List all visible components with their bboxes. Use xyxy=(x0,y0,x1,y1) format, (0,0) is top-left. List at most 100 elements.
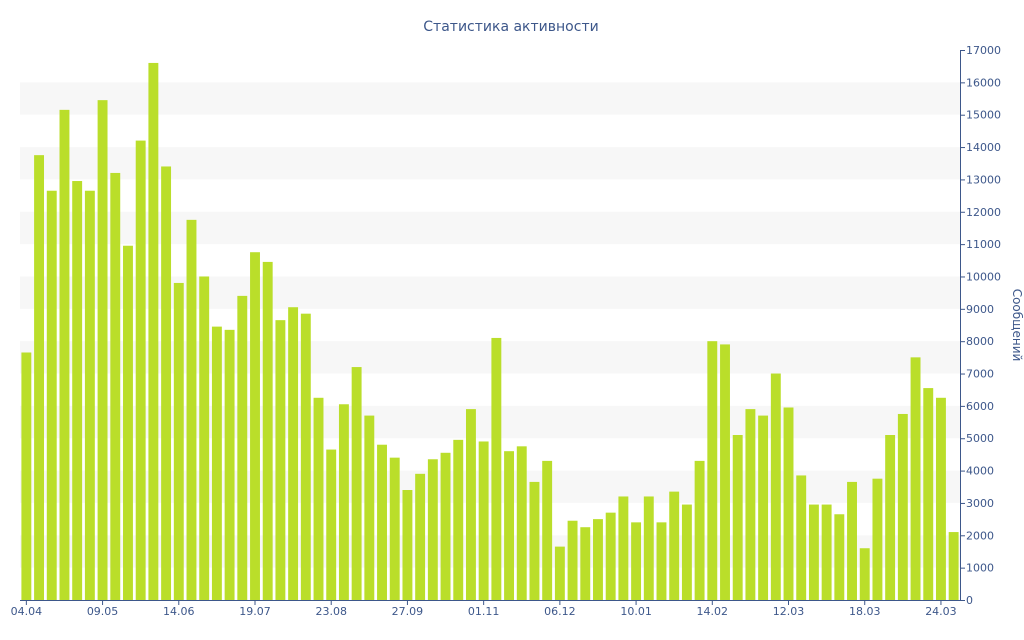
bar xyxy=(631,522,642,600)
chart-title: Статистика активности xyxy=(423,19,598,35)
bar xyxy=(707,341,718,600)
y-tick-label: 0 xyxy=(966,594,973,607)
y-tick-label: 2000 xyxy=(966,529,994,542)
bar xyxy=(224,329,235,600)
y-tick-label: 16000 xyxy=(966,76,1001,89)
x-tick-label: 14.06 xyxy=(163,605,195,618)
bar xyxy=(123,245,133,601)
x-tick-label: 09.05 xyxy=(87,605,119,618)
bar-series xyxy=(21,62,959,601)
bar xyxy=(529,481,540,600)
y-tick-label: 9000 xyxy=(966,303,994,316)
x-tick-label: 18.03 xyxy=(849,605,881,618)
bar xyxy=(338,404,349,600)
y-tick-label: 17000 xyxy=(966,44,1001,57)
bar xyxy=(834,514,845,600)
bar xyxy=(59,109,70,600)
grid-band xyxy=(20,535,960,568)
bar xyxy=(923,388,934,600)
bar xyxy=(593,519,603,600)
bar xyxy=(478,441,489,600)
bar xyxy=(897,413,908,600)
y-tick-label: 10000 xyxy=(966,270,1001,283)
grid-band xyxy=(20,82,960,115)
bar xyxy=(377,444,387,600)
y-tick-label: 7000 xyxy=(966,368,994,381)
bar xyxy=(465,409,476,600)
bar xyxy=(847,481,857,600)
grid-band xyxy=(20,470,960,503)
y-axis-ticks: 0 1000 2000 3000 4000 5000 6000 7000 8000 9000 100… xyxy=(960,44,1001,607)
y-tick-label: 3000 xyxy=(966,497,994,510)
bar xyxy=(351,367,362,600)
bar xyxy=(745,409,756,600)
bar xyxy=(821,504,832,600)
bar xyxy=(21,352,32,600)
grid-band xyxy=(20,341,960,374)
bar xyxy=(948,532,959,600)
bar xyxy=(681,504,692,600)
bar xyxy=(643,496,654,600)
bar xyxy=(542,460,553,600)
bar xyxy=(389,457,400,600)
x-tick-label: 10.01 xyxy=(620,605,652,618)
bar xyxy=(46,190,57,601)
y-tick-label: 11000 xyxy=(966,238,1001,251)
bar xyxy=(504,451,515,600)
y-tick-label: 14000 xyxy=(966,141,1001,154)
bar xyxy=(135,140,146,600)
bar xyxy=(415,473,426,600)
bar xyxy=(199,276,210,600)
bar xyxy=(796,475,807,600)
bar xyxy=(656,522,667,600)
bar xyxy=(72,181,83,600)
bar xyxy=(808,504,819,600)
bar xyxy=(491,337,502,600)
bar xyxy=(97,100,108,601)
bar xyxy=(237,295,248,600)
y-tick-label: 1000 xyxy=(966,562,994,575)
y-tick-label: 4000 xyxy=(966,465,994,478)
y-tick-label: 15000 xyxy=(966,109,1001,122)
bar xyxy=(34,155,45,600)
x-tick-label: 24.03 xyxy=(925,605,957,618)
bar xyxy=(148,62,159,600)
x-tick-label: 12.03 xyxy=(773,605,805,618)
grid-band xyxy=(20,276,960,309)
bar xyxy=(516,446,527,600)
bar xyxy=(250,252,260,600)
grid-band xyxy=(20,405,960,439)
bar xyxy=(262,261,273,600)
bar xyxy=(211,326,222,600)
bar xyxy=(885,435,896,600)
bar xyxy=(440,452,451,600)
grid-band xyxy=(20,211,960,245)
x-tick-label: 06.12 xyxy=(544,605,576,618)
bar xyxy=(186,219,197,600)
bar xyxy=(720,344,730,600)
grid-bands xyxy=(20,82,960,568)
y-tick-label: 8000 xyxy=(966,335,994,348)
bar xyxy=(618,496,629,600)
bar xyxy=(770,373,781,600)
bar xyxy=(694,460,705,600)
bar xyxy=(288,307,299,600)
grid-band xyxy=(20,147,960,180)
x-tick-label: 04.04 xyxy=(11,605,43,618)
x-tick-label: 27.09 xyxy=(392,605,424,618)
bar xyxy=(605,512,616,600)
bar xyxy=(935,397,946,600)
bar xyxy=(427,459,438,600)
bar xyxy=(161,166,172,600)
bar xyxy=(910,357,921,600)
y-tick-label: 6000 xyxy=(966,400,994,413)
y-axis-label: Сообщений xyxy=(1010,289,1024,362)
bar xyxy=(554,546,565,600)
bar xyxy=(110,172,121,600)
y-tick-label: 5000 xyxy=(966,432,994,445)
x-tick-label: 19.07 xyxy=(239,605,271,618)
bar xyxy=(300,313,311,600)
bar xyxy=(859,548,870,600)
x-tick-label: 23.08 xyxy=(315,605,347,618)
